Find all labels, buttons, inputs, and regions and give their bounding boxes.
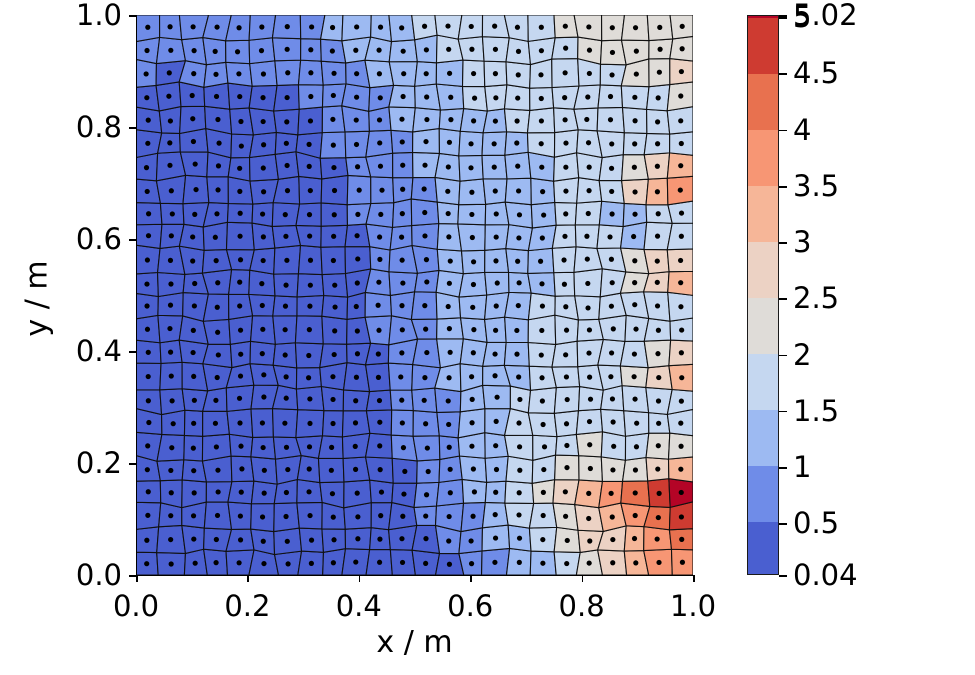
colorbar-tick-label: 3.5 [793,168,840,203]
colorbar-tick-mark [779,73,787,76]
y-tick-label: 0.2 [75,446,122,480]
mesh-plot-area [136,15,693,575]
y-tick-mark [129,127,136,129]
colorbar-tick-label: 3 [793,225,812,260]
colorbar-band [748,522,778,574]
x-tick-mark [136,575,138,582]
colorbar-band [748,410,778,467]
y-tick-label: 0.6 [75,222,122,256]
colorbar-title-line2: ||σ||F / MPa [801,0,836,100]
colorbar-tick-label: 5 [793,0,812,35]
colorbar-tick-mark [779,298,787,300]
x-tick-label: 0.0 [112,589,160,623]
x-tick-label: 1.0 [669,589,717,623]
colorbar-tick-label: 1.5 [793,393,840,428]
colorbar-band [748,74,778,131]
y-tick-label: 0.0 [75,558,122,592]
y-axis-label: y / m [19,260,55,337]
colorbar-band [748,242,778,299]
colorbar-tick-mark [779,17,787,19]
y-tick-mark [129,15,136,17]
x-tick-label: 0.8 [558,589,605,623]
y-tick-mark [129,575,136,577]
x-axis-label: x / m [376,625,453,660]
colorbar-tick-label: 4.5 [793,56,840,91]
colorbar-tick-label: 0.04 [793,558,858,592]
colorbar-tick-mark [779,242,787,244]
colorbar-tick-mark [779,15,787,17]
colorbar-title: IP stress magnitude ||σ||F / MPa [770,0,836,100]
colorbar-container: 0.04 0.5 1 1.5 2 2.5 3 3.5 4 4.5 5 5.02 [747,0,858,592]
colorbar-band [748,186,778,243]
colorbar-band [748,298,778,355]
colorbar-gradient [747,15,779,575]
colorbar-band [748,18,778,75]
colorbar-tick-mark [779,410,787,413]
y-tick-label: 0.4 [75,334,122,368]
colorbar-band [748,15,778,19]
x-tick-mark [247,575,249,582]
colorbar-tick-label: 0.5 [793,506,840,541]
colorbar-tick-mark [779,523,787,525]
x-tick-label: 0.2 [224,589,271,623]
colorbar-band [748,466,778,523]
y-tick-mark [129,239,136,241]
x-tick-mark [358,575,361,582]
colorbar-tick-label: 4 [793,112,812,147]
colorbar-tick-mark [779,575,787,577]
colorbar-tick-label: 1 [793,450,812,485]
x-tick-mark [693,575,695,582]
y-tick-label: 1.0 [75,0,122,32]
colorbar-tick-mark [779,467,787,469]
x-tick-mark [581,575,584,582]
colorbar-tick-label: 2.5 [793,281,840,316]
y-tick-mark [129,463,136,465]
colorbar-tick-mark [779,354,787,357]
y-tick-label: 0.8 [75,110,122,144]
colorbar-title-line1: IP stress magnitude [770,0,801,100]
colorbar-tick-mark [779,129,787,132]
colorbar-tick-label: 2 [793,337,812,372]
x-tick-label: 0.6 [447,589,494,623]
colorbar-tick-label: 5.02 [793,0,858,32]
y-tick-mark [129,351,136,353]
colorbar-band [748,354,778,411]
colorbar-band [748,130,778,187]
colorbar-tick-mark [779,185,787,188]
x-tick-mark [470,575,472,582]
mesh-heatmap-canvas [136,15,693,575]
x-tick-label: 0.4 [335,589,382,623]
